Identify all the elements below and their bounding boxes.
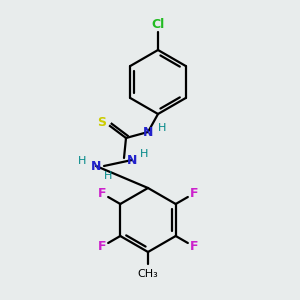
Text: CH₃: CH₃ [138,269,158,279]
Text: H: H [158,123,166,133]
Text: S: S [98,116,106,130]
Text: N: N [143,125,153,139]
Text: Cl: Cl [152,17,165,31]
Text: H: H [140,149,148,159]
Text: F: F [190,187,198,200]
Text: F: F [190,240,198,253]
Text: F: F [98,240,106,253]
Text: F: F [98,187,106,200]
Text: N: N [91,160,101,172]
Text: H: H [78,156,86,166]
Text: N: N [127,154,137,166]
Text: H: H [104,171,112,181]
